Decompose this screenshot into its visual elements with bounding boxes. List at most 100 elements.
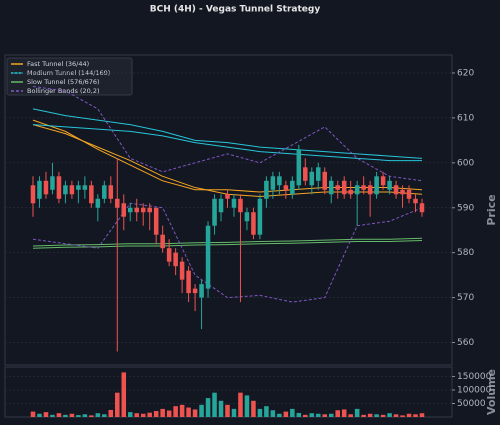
volume-bar xyxy=(309,413,315,417)
volume-bar xyxy=(238,392,243,417)
candle-body xyxy=(303,167,308,181)
candle-body xyxy=(270,176,276,190)
volume-bar xyxy=(56,413,62,417)
candle-body xyxy=(231,198,237,208)
volume-bar xyxy=(115,392,120,417)
volume-bar xyxy=(108,409,114,417)
y-tick-label: 610 xyxy=(457,113,474,123)
y-tick-label: 580 xyxy=(457,248,474,258)
candle-body xyxy=(102,185,107,199)
volume-bar xyxy=(348,414,353,417)
y-tick-label: 560 xyxy=(457,338,474,348)
overlay-line xyxy=(32,240,423,249)
legend-label: Fast Tunnel (36/44) xyxy=(27,60,89,68)
candle-body xyxy=(406,189,412,199)
volume-bar xyxy=(199,404,204,417)
candle-body xyxy=(290,180,295,195)
candle-body xyxy=(354,185,360,195)
overlay-line xyxy=(32,108,423,159)
volume-bar xyxy=(30,411,36,417)
volume-bar xyxy=(277,413,282,417)
candle-body xyxy=(147,207,152,213)
volume-bar xyxy=(153,411,159,417)
volume-bar xyxy=(95,413,101,417)
volume-bar xyxy=(303,414,308,417)
volume-bar xyxy=(251,400,256,417)
volume-tick-label: 150000 xyxy=(457,372,492,382)
volume-bar xyxy=(413,414,418,417)
candle-body xyxy=(199,284,204,298)
candle-body xyxy=(89,185,94,204)
volume-bar xyxy=(367,413,373,417)
y-tick-label: 620 xyxy=(457,68,474,78)
candle-body xyxy=(63,185,68,195)
y-tick-label: 600 xyxy=(457,158,474,168)
volume-axis-label: Volume xyxy=(485,369,498,415)
volume-bar xyxy=(63,414,68,417)
volume-bar xyxy=(244,395,250,417)
candle-body xyxy=(367,185,373,195)
volume-bar xyxy=(283,411,289,417)
volume-bar xyxy=(140,413,146,417)
candle-body xyxy=(348,189,353,195)
volume-bar xyxy=(173,406,178,417)
candle-body xyxy=(69,185,75,195)
legend-box xyxy=(6,57,133,96)
candle-body xyxy=(387,180,392,190)
candle-body xyxy=(37,180,42,199)
volume-bar xyxy=(380,414,386,417)
volume-bar xyxy=(322,414,328,417)
candle-body xyxy=(121,203,127,217)
candle-body xyxy=(296,149,302,186)
volume-bar xyxy=(89,415,94,417)
volume-bar xyxy=(179,404,185,417)
overlay-line xyxy=(32,202,423,303)
volume-bar xyxy=(205,398,211,417)
volume-bar xyxy=(186,407,191,417)
candle-body xyxy=(225,194,230,199)
volume-bar xyxy=(43,412,49,417)
candle-body xyxy=(244,212,250,222)
volume-bar xyxy=(296,412,302,417)
candle-body xyxy=(173,252,178,267)
volume-bar xyxy=(160,408,165,417)
candle-body xyxy=(341,180,347,195)
candle-body xyxy=(238,198,243,213)
volume-bar xyxy=(166,410,172,417)
chart-title: BCH (4H) - Vegas Tunnel Strategy xyxy=(150,5,321,15)
candle-body xyxy=(108,185,114,199)
volume-bar xyxy=(192,409,198,417)
candle-body xyxy=(335,185,340,190)
candle-body xyxy=(179,261,185,280)
volume-bar xyxy=(354,408,360,417)
volume-bar xyxy=(387,413,392,417)
candle-body xyxy=(115,198,120,208)
candle-body xyxy=(328,180,334,195)
candle-body xyxy=(212,198,217,226)
volume-bar xyxy=(400,415,405,417)
candle-body xyxy=(153,207,159,235)
volume-bar xyxy=(315,413,321,417)
volume-bar xyxy=(134,413,140,417)
volume-bar xyxy=(225,404,230,417)
legend-label: Medium Tunnel (144/169) xyxy=(27,69,110,77)
candle-body xyxy=(127,207,133,213)
candle-body xyxy=(361,185,366,190)
candle-body xyxy=(251,212,256,235)
volume-bar xyxy=(328,413,334,417)
volume-bar xyxy=(361,414,366,417)
overlay-line xyxy=(32,85,423,182)
volume-tick-label: 100000 xyxy=(457,385,492,395)
volume-bar xyxy=(218,400,224,417)
volume-bar xyxy=(76,415,81,417)
candle-body xyxy=(186,270,191,294)
volume-bar xyxy=(102,414,107,417)
candle-body xyxy=(95,198,101,208)
candle-body xyxy=(393,185,399,195)
overlay-line xyxy=(32,124,422,162)
volume-bar xyxy=(374,414,379,417)
volume-bar xyxy=(212,392,217,417)
volume-tick-label: 50000 xyxy=(457,399,486,409)
candle-body xyxy=(192,288,198,294)
